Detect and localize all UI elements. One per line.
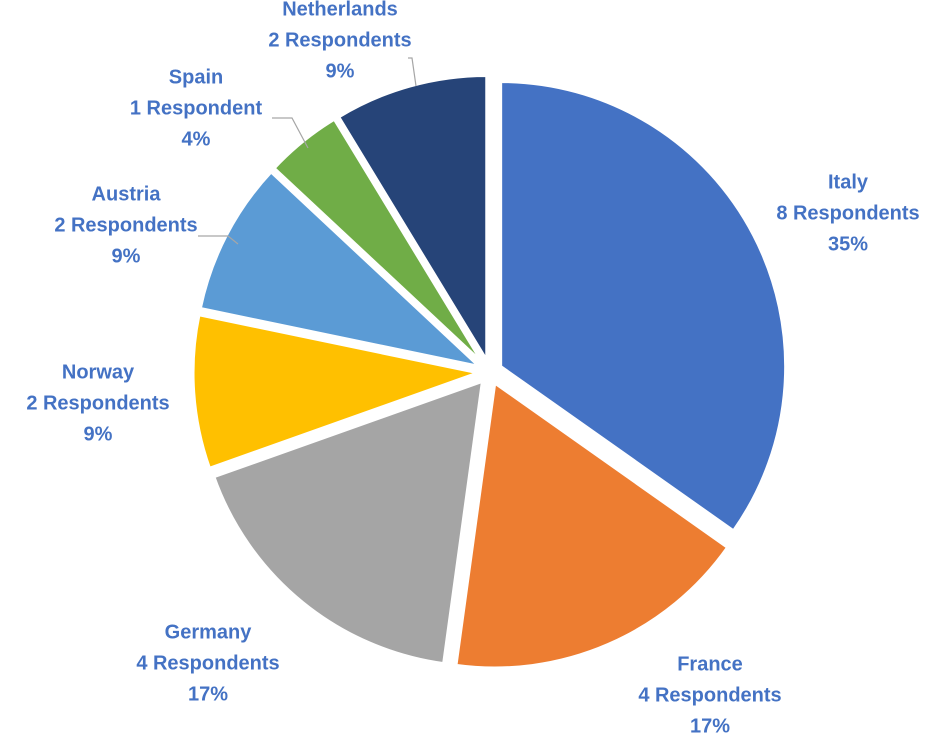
- pie-slices: [191, 73, 788, 670]
- pie-slice-norway: [191, 313, 484, 471]
- slice-percent-label: 9%: [326, 60, 355, 82]
- slice-label-italy: Italy 8 Respondents 35%: [776, 171, 919, 255]
- slice-label-spain: Spain 1 Respondent 4%: [130, 66, 263, 150]
- leader-line-austria: [198, 235, 239, 245]
- pie-slice-austria: [198, 169, 485, 370]
- leader-line-spain: [272, 117, 309, 149]
- pie-slice-germany: [211, 379, 485, 666]
- slice-name-label: Italy: [828, 171, 869, 193]
- slice-percent-label: 9%: [112, 245, 141, 267]
- slice-count-label: 1 Respondent: [130, 97, 263, 119]
- slice-label-norway: Norway 2 Respondents 9%: [26, 361, 169, 445]
- pie-slice-spain: [272, 117, 484, 364]
- leader-lines: [198, 57, 417, 245]
- slice-name-label: France: [677, 653, 743, 675]
- pie-slice-italy: [499, 79, 788, 533]
- slice-name-label: Spain: [169, 66, 223, 88]
- slice-count-label: 2 Respondents: [268, 29, 411, 51]
- slice-name-label: Germany: [165, 621, 253, 643]
- slice-count-label: 2 Respondents: [26, 392, 169, 414]
- slice-label-france: France 4 Respondents 17%: [638, 653, 781, 737]
- slice-percent-label: 4%: [182, 128, 211, 150]
- slice-name-label: Norway: [62, 361, 135, 383]
- leader-line-netherlands: [408, 57, 417, 87]
- pie-slice-france: [454, 380, 730, 670]
- slice-label-germany: Germany 4 Respondents 17%: [136, 621, 279, 705]
- slice-count-label: 4 Respondents: [638, 684, 781, 706]
- slice-name-label: Austria: [92, 183, 162, 205]
- pie-slice-netherlands: [336, 73, 489, 366]
- slice-name-label: Netherlands: [282, 0, 398, 20]
- slice-count-label: 2 Respondents: [54, 214, 197, 236]
- slice-percent-label: 17%: [188, 683, 228, 705]
- slice-count-label: 8 Respondents: [776, 202, 919, 224]
- slice-percent-label: 35%: [828, 233, 868, 255]
- slice-percent-label: 9%: [84, 423, 113, 445]
- slice-count-label: 4 Respondents: [136, 652, 279, 674]
- slice-labels: Italy 8 Respondents 35% France 4 Respondents…: [26, 0, 919, 737]
- slice-label-austria: Austria 2 Respondents 9%: [54, 183, 197, 267]
- slice-percent-label: 17%: [690, 715, 730, 737]
- slice-label-netherlands: Netherlands 2 Respondents 9%: [268, 0, 411, 82]
